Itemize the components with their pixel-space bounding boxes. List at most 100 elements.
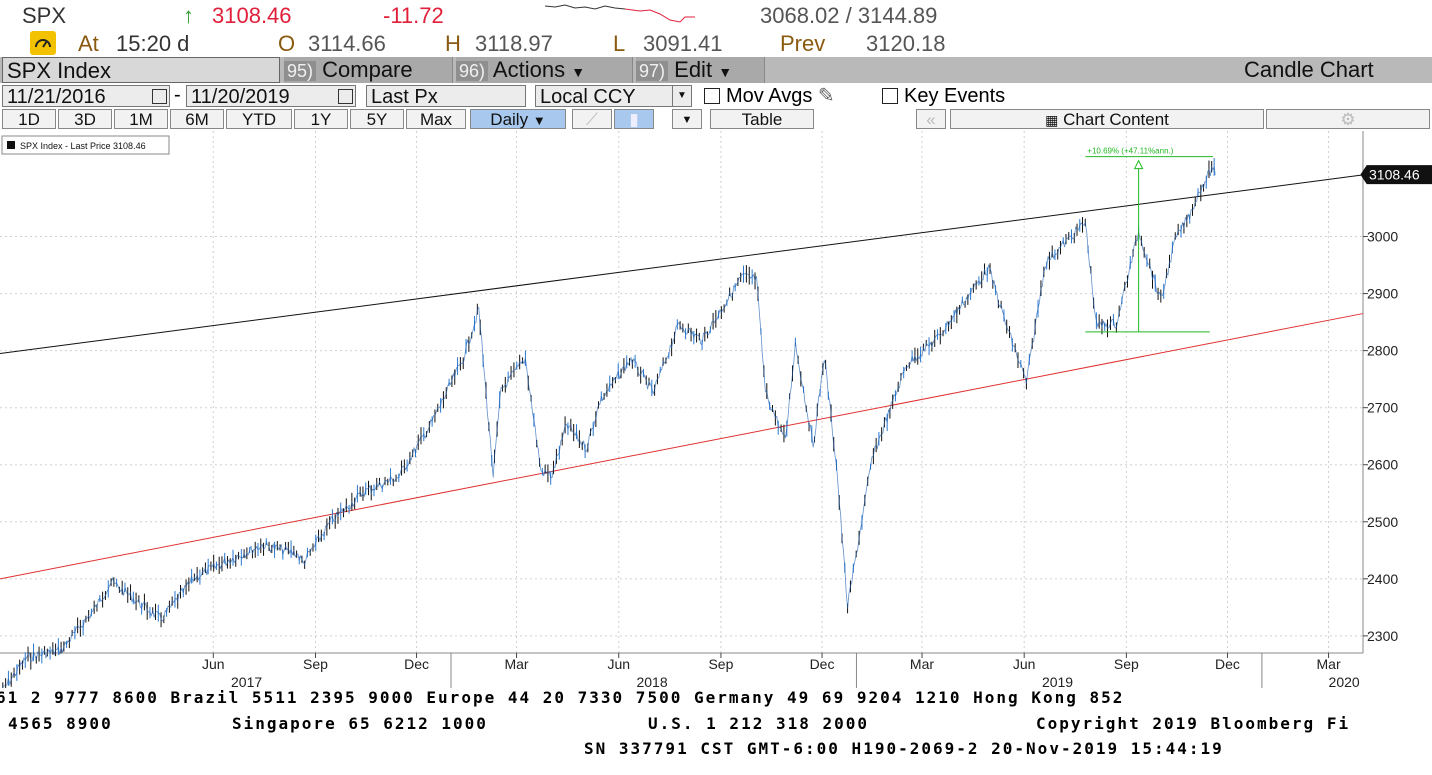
low-value: 3091.41 [643,31,723,56]
date-bar: 11/21/2016 - 11/20/2019 Last Px Local CC… [0,84,1432,108]
x-tick-label: Jun [202,656,225,672]
horizontal-gridlines [0,236,1363,637]
gauge-icon[interactable] [30,31,56,55]
y-tick-label: 2600 [1367,457,1398,473]
start-date-text: 11/21/2016 [7,86,106,108]
frequency-select[interactable]: Daily ▼ [470,109,566,129]
edit-button[interactable]: 97) Edit ▼ [636,57,765,83]
mov-avgs-label: Mov Avgs [726,85,813,107]
compare-num: 95) [284,61,317,81]
edit-num: 97) [636,61,669,81]
security-field[interactable]: SPX Index [2,57,280,83]
chart-style-dropdown-icon[interactable]: ▼ [672,109,702,129]
candle-chart-icon[interactable]: ▮ [614,109,654,129]
year-label: 2019 [1042,674,1073,688]
actions-button[interactable]: 96) Actions ▼ [456,57,633,83]
quote-header-row1: SPX ↑ 3108.46 -11.72 3068.02 / 3144.89 [0,2,1432,30]
table-button[interactable]: Table [710,109,814,129]
key-events-checkbox[interactable] [882,88,898,104]
legend: SPX Index - Last Price 3108.46 [1,135,170,155]
security-label: SPX Index [7,58,111,83]
compare-button[interactable]: 95) Compare [284,57,453,83]
x-tick-label: Sep [708,656,733,672]
trendlines [0,174,1364,580]
high-value: 3118.97 [475,31,553,56]
vertical-gridlines [212,131,1330,653]
footer-line2c: U.S. 1 212 318 2000 [648,714,870,733]
currency-select[interactable]: Local CCY ▼ [535,85,692,108]
command-bar: SPX Index 95) Compare 96) Actions ▼ 97) … [0,57,1432,83]
open-value: 3114.66 [308,31,386,56]
chart-content-label: Chart Content [1063,110,1169,129]
frequency-label: Daily [490,110,529,129]
dropdown-arrow-icon[interactable]: ▼ [672,86,691,106]
start-date-input[interactable]: 11/21/2016 [2,85,170,108]
period-max[interactable]: Max [406,109,466,129]
year-label: 2017 [231,674,262,688]
y-tick-label: 2800 [1367,343,1398,359]
high-label: H [445,31,461,56]
y-tick-label: 2400 [1367,571,1398,587]
year-label: 2020 [1329,674,1360,688]
y-tick-label: 2300 [1367,628,1398,644]
edit-label: Edit [674,57,713,82]
period-3d[interactable]: 3D [58,109,112,129]
x-tick-labels: Jun Sep Dec Mar Jun Sep Dec Mar Jun Sep Dec Mar 2017… [202,653,1360,688]
end-date-input[interactable]: 11/20/2019 [186,85,356,108]
period-ytd[interactable]: YTD [226,109,292,129]
field-select[interactable]: Last Px [366,85,526,108]
sparkline [545,4,695,23]
actions-label: Actions [492,57,566,82]
last-price-tag-bg [1360,165,1432,185]
up-arrow-icon: ↑ [183,3,194,28]
at-label: At [78,31,99,56]
settings-gear-icon[interactable]: ⚙ [1266,109,1430,129]
key-events-toggle[interactable]: Key Events [882,84,1005,108]
legend-swatch [7,141,15,149]
low-label: L [613,31,626,56]
compare-label: Compare [322,57,413,82]
annotation-arrow-icon [1133,159,1144,170]
line-chart-icon[interactable]: ⟋ [572,109,612,129]
period-5y[interactable]: 5Y [350,109,404,129]
x-tick-label: Sep [1114,656,1139,672]
mov-avgs-toggle[interactable]: Mov Avgs ✎ [704,84,835,108]
price-chart: 2300 2400 2500 2600 2700 2800 2900 3000 Jun Sep D… [0,131,1432,688]
building-icon: ▦ [1045,112,1059,128]
chart-content-button[interactable]: ▦ Chart Content [950,109,1264,129]
annotation-text: +10.69% (+47.11%ann.) [1087,147,1173,156]
x-tick-label: Dec [404,656,429,672]
x-tick-label: Sep [303,656,328,672]
period-1d[interactable]: 1D [2,109,56,129]
last-price: 3108.46 [212,3,292,28]
x-tick-label: Jun [1013,656,1036,672]
calendar-icon[interactable] [338,89,353,104]
x-tick-label: Mar [910,656,934,672]
y-tick-label: 2500 [1367,514,1398,530]
chart-type-label: Candle Chart [1244,57,1374,82]
period-1y[interactable]: 1Y [294,109,348,129]
open-label: O [278,31,296,56]
mov-avgs-checkbox[interactable] [704,88,720,104]
prev-label: Prev [780,31,826,56]
x-tick-label: Dec [810,656,835,672]
end-date-text: 11/20/2019 [191,86,290,108]
x-tick-label: Mar [1317,656,1341,672]
period-1m[interactable]: 1M [114,109,168,129]
pencil-icon[interactable]: ✎ [817,85,835,107]
calendar-icon[interactable] [152,89,167,104]
quote-header-row2: At 15:20 d O 3114.66 H 3118.97 L 3091.41… [0,30,1432,58]
last-price-tag: 3108.46 [1360,165,1432,185]
x-tick-label: Mar [504,656,528,672]
price-series [2,158,1216,688]
year-label: 2018 [636,674,667,688]
plot-area [0,131,1363,653]
footer-line1: 61 2 9777 8600 Brazil 5511 2395 9000 Eur… [0,688,1125,707]
y-tick-label: 2700 [1367,400,1398,416]
x-tick-label: Dec [1215,656,1240,672]
legend-text: SPX Index - Last Price 3108.46 [20,141,146,151]
collapse-icon[interactable]: « [916,109,946,129]
period-6m[interactable]: 6M [170,109,224,129]
last-price-tag-text: 3108.46 [1369,167,1420,183]
quote-time: 15:20 d [116,31,190,56]
